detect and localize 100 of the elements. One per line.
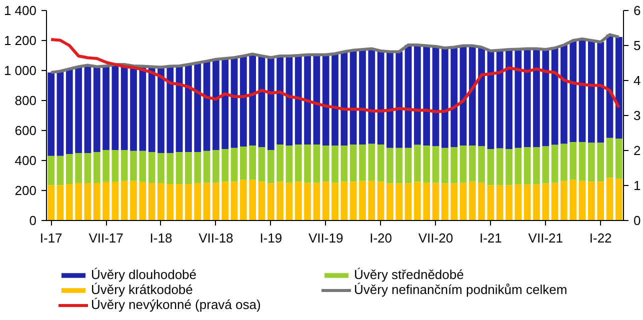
bar [286,146,293,183]
bar [48,156,55,186]
bar [176,152,183,184]
bar [542,50,550,146]
bar [588,142,595,182]
bar [66,184,73,220]
bar [148,66,156,152]
bar [185,64,192,152]
bar [359,50,366,144]
bar [56,156,64,186]
bar [533,184,540,220]
x-tick-label: VII-17 [88,230,124,246]
bar [222,58,229,149]
bar [615,178,622,220]
bar [267,58,274,150]
bar [166,66,174,153]
bar [166,184,174,220]
bar [294,182,302,220]
bar [414,182,421,220]
y-tick-label: 400 [14,153,37,168]
bar [230,58,238,148]
bar [359,144,366,181]
bar [120,150,128,181]
bar [258,147,266,182]
bar [423,146,430,183]
y-tick-label: 800 [14,93,37,108]
bar [441,183,448,220]
bar [615,138,622,179]
x-tick-label: I-18 [150,230,172,246]
bar [130,150,137,181]
bar [112,150,119,182]
x-tick-label: I-17 [40,230,62,246]
bar [222,148,229,182]
bar [267,150,274,184]
legend-label: Úvěry nefinančním podnikům celkem [354,282,568,297]
bar [542,183,550,220]
bar [368,180,376,220]
y2-tick-label: 6 [634,3,641,18]
bar [240,56,247,147]
bar [396,148,403,184]
legend-label: Úvěry střednědobé [354,267,465,282]
bar [432,46,440,146]
bar [230,148,238,182]
bar [158,153,164,183]
bar [203,182,210,220]
bar [75,66,82,153]
bar [185,152,192,184]
bar [496,185,504,220]
bar [230,182,238,220]
bar [249,54,256,146]
bar [102,66,110,150]
bar [514,148,522,184]
bar [276,56,284,144]
bar [524,184,531,220]
x-tick-label: VII-18 [198,230,234,246]
bar [597,42,604,143]
bar [102,182,110,220]
bar [551,144,558,183]
bar [48,185,55,220]
bar [404,45,412,148]
bar [487,50,494,149]
bar [304,182,311,220]
bar [176,66,183,152]
bar [294,56,302,144]
bar [524,147,531,184]
bar [404,148,412,184]
bar [560,180,568,220]
bar [139,150,146,182]
bar [506,148,512,186]
y2-tick-label: 2 [634,143,641,158]
bar [249,180,256,220]
bar [450,47,458,148]
bar [570,142,577,180]
bar [75,153,82,183]
bar [322,54,330,146]
bar [240,180,247,220]
bar [332,54,338,146]
x-tick-label: VII-20 [418,230,454,246]
y-tick-label: 1 200 [4,33,37,48]
bar [340,182,348,220]
bar [258,182,266,220]
bar [93,152,100,183]
line-series [50,38,620,114]
bar [377,51,384,144]
legend-label: Úvěry nevýkonné (pravá osa) [91,297,262,312]
bar [460,182,467,220]
bar [340,52,348,146]
bar [66,69,73,154]
bar [478,146,485,183]
bar [276,182,284,220]
bar [294,144,302,182]
bar [286,56,293,146]
bar [148,183,156,220]
bar [93,183,100,220]
bar [240,146,247,180]
y2-tick-label: 1 [634,178,641,193]
bar [203,150,210,183]
y-tick-label: 0 [29,213,37,228]
bar [120,180,128,220]
bar [350,50,357,144]
